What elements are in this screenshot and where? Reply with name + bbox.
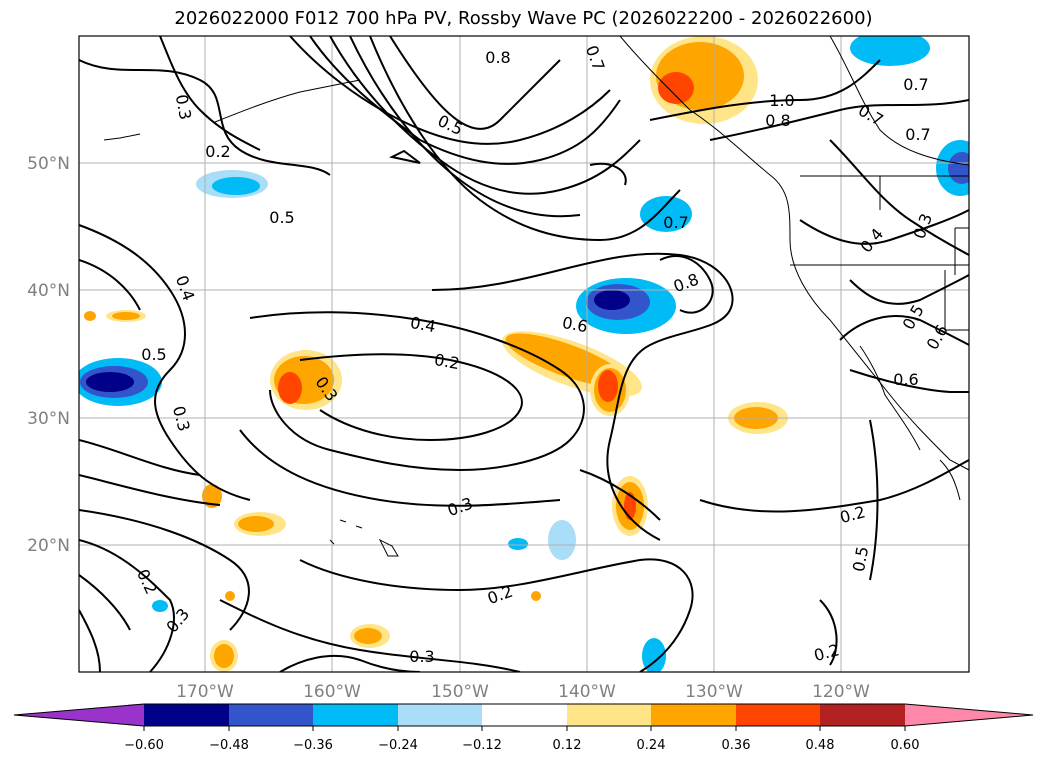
- colorbar-extend-min: [14, 704, 144, 726]
- contour-label: 0.5: [141, 345, 166, 364]
- latitude-labels: 50°N 40°N 30°N 20°N: [27, 154, 70, 556]
- contour-label: 0.7: [903, 75, 928, 94]
- lon-label-160w: 160°W: [303, 682, 361, 702]
- colorbar-tick: −0.36: [293, 738, 333, 753]
- contour-label: 0.4: [409, 313, 437, 336]
- lat-label-50n: 50°N: [27, 154, 70, 174]
- contour-label: 0.6: [561, 313, 589, 336]
- map-frame: [78, 35, 970, 673]
- lon-label-130w: 130°W: [685, 682, 743, 702]
- contour-label: 0.3: [409, 647, 434, 666]
- colorbar-extend-max: [905, 704, 1033, 726]
- lon-label-120w: 120°W: [812, 682, 870, 702]
- contour-label: 0.5: [849, 545, 872, 573]
- lat-label-40n: 40°N: [27, 281, 70, 301]
- colorbar-tick: 0.24: [637, 738, 666, 753]
- lon-label-140w: 140°W: [558, 682, 616, 702]
- contour-label: 1.0: [769, 91, 794, 110]
- colorbar-tick: 0.60: [891, 738, 920, 753]
- pv-anomaly-shading: [79, 36, 969, 672]
- colorbar-tick: −0.24: [378, 738, 418, 753]
- contour-label: 0.8: [765, 111, 790, 130]
- contour-label: 0.7: [663, 213, 688, 232]
- contour-label: 0.3: [172, 93, 195, 121]
- colorbar-tick: 0.48: [806, 738, 835, 753]
- colorbar-tick: 0.12: [553, 738, 582, 753]
- map-title: 2026022000 F012 700 hPa PV, Rossby Wave …: [174, 8, 873, 29]
- contour-label: 0.2: [205, 142, 230, 161]
- lon-label-150w: 150°W: [431, 682, 489, 702]
- contour-label: 0.7: [905, 125, 930, 144]
- contour-label: 0.5: [269, 208, 294, 227]
- contour-label: 0.2: [433, 350, 461, 373]
- lat-label-30n: 30°N: [27, 409, 70, 429]
- contour-label: 0.6: [893, 370, 918, 389]
- lon-label-170w: 170°W: [176, 682, 234, 702]
- colorbar-tick: −0.48: [209, 738, 249, 753]
- longitude-labels: 170°W 160°W 150°W 140°W 130°W 120°W: [176, 682, 870, 702]
- coastlines: [103, 36, 969, 557]
- colorbar-tick: −0.12: [462, 738, 502, 753]
- lat-label-20n: 20°N: [27, 536, 70, 556]
- colorbar-tick: −0.60: [124, 738, 164, 753]
- colorbar: −0.60 −0.48 −0.36 −0.24 −0.12 0.12 0.24 …: [13, 703, 1034, 753]
- colorbar-tick: 0.36: [722, 738, 751, 753]
- contour-label: 0.8: [485, 48, 510, 67]
- pv-contours: [79, 36, 969, 672]
